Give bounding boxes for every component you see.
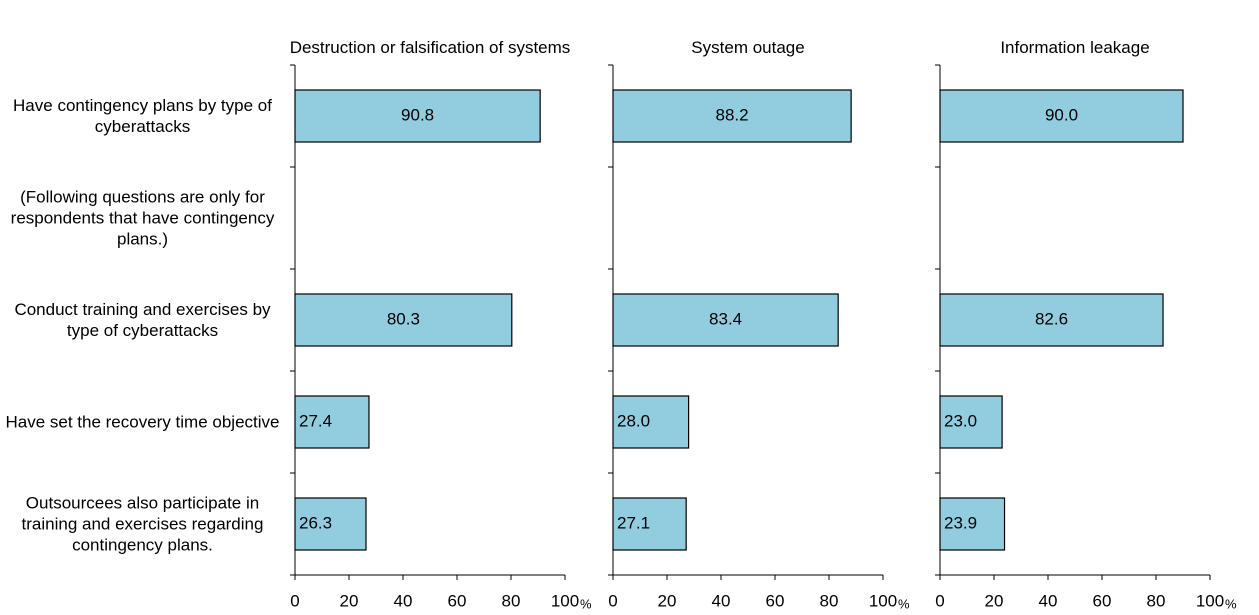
bar (294, 293, 513, 347)
x-tick-label: 40 (712, 591, 731, 610)
x-tick-label: 100 (1196, 591, 1224, 610)
value-label: 23.0 (944, 411, 977, 430)
x-tick-label: 80 (820, 591, 839, 610)
bar (612, 395, 690, 449)
bar (939, 293, 1164, 347)
value-label: 90.8 (401, 105, 434, 124)
x-tick-label: 60 (448, 591, 467, 610)
x-tick-label: 20 (340, 591, 359, 610)
category-label: Have contingency plans by type of cybera… (13, 96, 272, 136)
bar (612, 89, 852, 143)
x-tick-label: 0 (935, 591, 944, 610)
x-tick-label: 100 (551, 591, 579, 610)
category-label: Have set the recovery time objective (5, 412, 280, 432)
category-label: Conduct training and exercises by type o… (14, 300, 271, 340)
bar (294, 497, 367, 551)
bar (294, 395, 370, 449)
category-label: Outsourcees also participate in training… (21, 493, 264, 555)
x-tick-label: 80 (502, 591, 521, 610)
bar (612, 293, 839, 347)
x-unit: % (898, 596, 910, 611)
x-tick-label: 20 (658, 591, 677, 610)
value-label: 90.0 (1045, 105, 1078, 124)
x-tick-label: 60 (1093, 591, 1112, 610)
bar (612, 497, 687, 551)
panel-title: Information leakage (1000, 38, 1150, 57)
panel-title: System outage (691, 38, 805, 57)
x-tick-label: 100 (869, 591, 897, 610)
x-tick-label: 80 (1147, 591, 1166, 610)
value-label: 27.1 (617, 513, 650, 532)
bar (294, 89, 541, 143)
panel-title: Destruction or falsification of systems (289, 38, 571, 57)
value-label: 83.4 (709, 309, 742, 328)
value-label: 88.2 (716, 105, 749, 124)
value-label: 80.3 (387, 309, 420, 328)
x-tick-label: 0 (608, 591, 617, 610)
x-unit: % (580, 596, 592, 611)
x-tick-label: 60 (766, 591, 785, 610)
x-tick-label: 20 (985, 591, 1004, 610)
bar (939, 89, 1184, 143)
category-label: (Following questions are only for respon… (10, 187, 275, 249)
bar (939, 497, 1006, 551)
x-tick-label: 40 (394, 591, 413, 610)
x-unit: % (1225, 596, 1237, 611)
x-tick-label: 40 (1039, 591, 1058, 610)
x-tick-label: 0 (290, 591, 299, 610)
value-label: 23.9 (944, 513, 977, 532)
value-label: 26.3 (299, 513, 332, 532)
value-label: 28.0 (617, 411, 650, 430)
value-label: 82.6 (1035, 309, 1068, 328)
value-label: 27.4 (299, 411, 332, 430)
bar (939, 395, 1003, 449)
